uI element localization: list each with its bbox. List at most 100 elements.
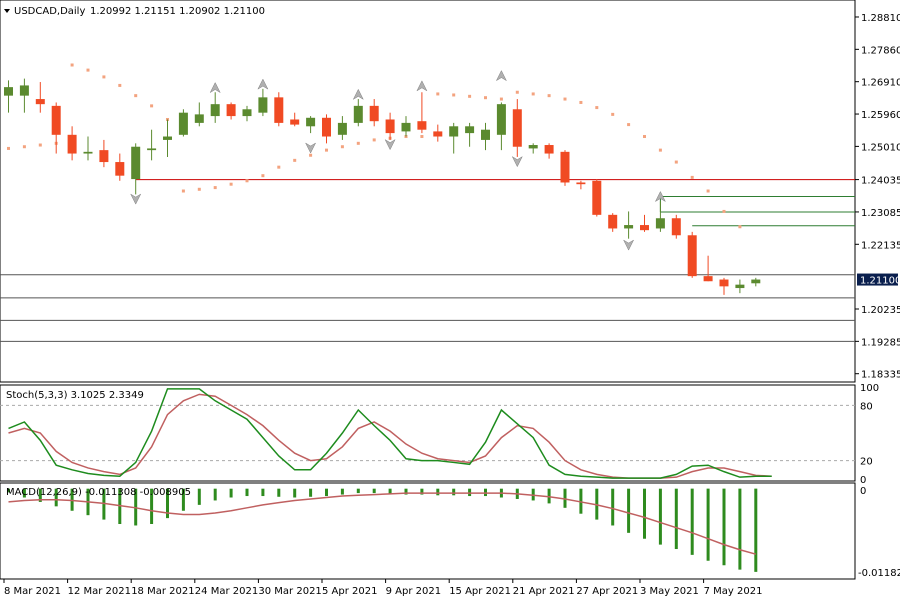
psar-dot <box>340 145 344 149</box>
candle-bear <box>51 105 61 135</box>
psar-dot <box>547 94 551 98</box>
stoch-signal-line <box>8 393 772 479</box>
psar-dot <box>261 174 265 178</box>
candle-bear <box>703 276 713 282</box>
candle-bull <box>481 129 490 140</box>
psar-dot <box>86 68 90 72</box>
psar-dot <box>674 160 678 164</box>
psar-dot <box>277 165 281 169</box>
candle-bear <box>35 99 45 105</box>
price-tick-label: 1.26910 <box>861 78 900 89</box>
psar-dot <box>611 112 615 116</box>
candle-bear <box>671 218 681 236</box>
candle-bull <box>751 279 761 284</box>
date-tick-label: 21 Apr 2021 <box>513 586 575 597</box>
psar-dot <box>229 182 233 186</box>
psar-dot <box>118 83 122 87</box>
macd-indicator <box>7 488 758 572</box>
fractal-down-arrow <box>511 155 523 168</box>
price-tick-label: 1.25960 <box>861 110 900 121</box>
date-tick-label: 30 Mar 2021 <box>258 586 321 597</box>
psar-dot <box>134 94 138 98</box>
stoch-frame <box>0 384 856 482</box>
candle-bear <box>560 151 570 183</box>
psar-dot <box>643 135 646 139</box>
date-tick-label: 24 Mar 2021 <box>195 586 258 597</box>
candle-bull <box>496 104 506 135</box>
current-price-marker <box>857 273 898 286</box>
candle-bear <box>226 104 236 117</box>
psar-dot <box>22 145 26 149</box>
candle-bear <box>369 105 379 122</box>
candle-bull <box>194 114 204 123</box>
candle-bear <box>608 214 618 229</box>
psar-dot <box>309 153 313 157</box>
price-tick-label: 1.19285 <box>861 337 900 348</box>
macd-label: MACD(12,26,9) -0.011308 -0.008905 <box>6 487 191 498</box>
date-tick-label: 18 Mar 2021 <box>131 586 194 597</box>
psar-dot <box>150 104 154 108</box>
psar-dot <box>484 96 487 100</box>
candle-bear <box>719 279 729 287</box>
ohlc-label: 1.20992 1.21151 1.20902 1.21100 <box>90 6 265 17</box>
macd-tick-min: -0.011823 <box>858 568 900 579</box>
psar-dot <box>563 97 567 101</box>
candle-bull <box>337 122 347 135</box>
candle-bear <box>592 180 602 215</box>
date-axis: 8 Mar 2021 12 Mar 2021 18 Mar 2021 24 Mar 2… <box>3 579 762 597</box>
macd-signal-line <box>8 492 757 555</box>
symbol-dropdown-icon[interactable] <box>4 9 10 13</box>
psar-dot <box>420 135 424 139</box>
candle-bull <box>258 97 268 113</box>
fractal-up-arrow <box>416 80 428 92</box>
stoch-tick-label: 20 <box>860 457 873 468</box>
candle-bull <box>147 148 157 151</box>
candle-bear <box>274 97 284 123</box>
psar-dot <box>706 189 710 193</box>
candles <box>4 78 761 295</box>
psar-dot <box>468 94 472 98</box>
candle-bear <box>512 109 522 147</box>
psar-dot <box>499 97 503 101</box>
date-tick-label: 5 Apr 2021 <box>322 586 377 597</box>
macd-tick-zero: 0 <box>860 486 866 497</box>
fractal-up-arrow <box>495 70 508 82</box>
candle-bear <box>417 121 427 130</box>
candle-bear <box>640 225 649 231</box>
candle-bull <box>449 126 459 137</box>
candle-bull <box>306 117 316 127</box>
psar-dot <box>70 63 74 67</box>
candle-bull <box>353 105 363 123</box>
parabolic-sar <box>7 63 742 229</box>
main-chart-frame <box>0 0 856 383</box>
candle-bull <box>528 145 538 149</box>
candle-bear <box>99 150 109 163</box>
candle-bear <box>576 182 586 185</box>
psar-dot <box>722 209 726 213</box>
candle-bull <box>163 136 172 140</box>
candle-bull <box>401 122 411 132</box>
psar-dot <box>595 106 599 110</box>
stoch-axis: 100 80 20 0 <box>860 383 879 486</box>
candle-bull <box>210 104 220 117</box>
date-tick-label: 9 Apr 2021 <box>386 586 441 597</box>
psar-dot <box>7 146 10 150</box>
fractal-up-arrow <box>352 88 364 101</box>
price-tick-label: 1.25010 <box>861 142 900 153</box>
candle-bull <box>4 87 13 96</box>
candle-bear <box>67 134 77 154</box>
candle-bear <box>322 117 331 137</box>
price-tick-label: 1.27860 <box>861 45 900 56</box>
price-tick-label: 1.20235 <box>861 305 900 316</box>
date-tick-label: 8 Mar 2021 <box>4 586 61 597</box>
stochastic-oscillator <box>0 388 855 479</box>
fractal-up-arrow <box>257 78 269 90</box>
psar-dot <box>738 225 742 229</box>
psar-dot <box>181 189 185 193</box>
candle-bull <box>624 225 634 229</box>
stoch-tick-label: 80 <box>860 401 873 412</box>
symbol-label: USDCAD,Daily <box>14 6 85 17</box>
psar-dot <box>372 138 376 142</box>
fractal-up-arrow <box>209 81 221 94</box>
